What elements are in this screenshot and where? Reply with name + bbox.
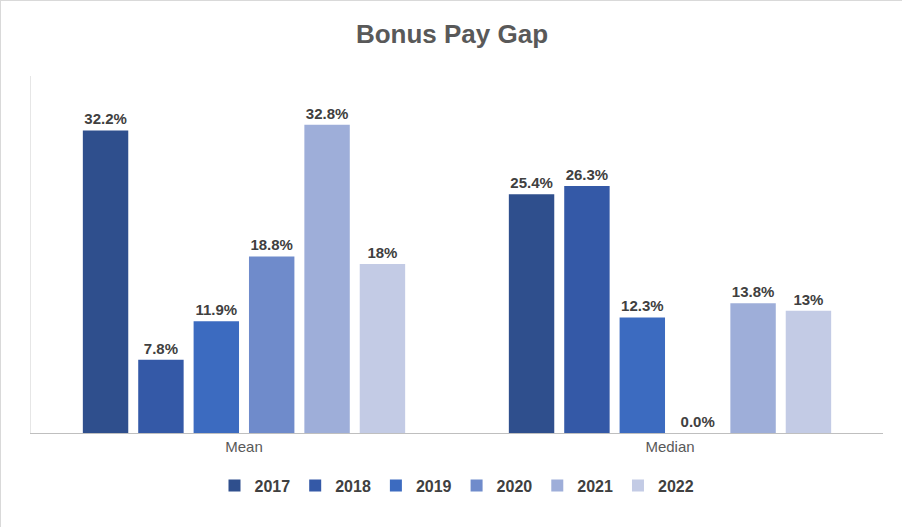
svg-text:0.0%: 0.0% bbox=[681, 413, 715, 430]
svg-text:2018: 2018 bbox=[335, 478, 371, 495]
svg-text:32.8%: 32.8% bbox=[306, 105, 349, 122]
svg-text:2019: 2019 bbox=[416, 478, 452, 495]
svg-text:13.8%: 13.8% bbox=[732, 283, 775, 300]
svg-text:32.2%: 32.2% bbox=[84, 110, 127, 127]
svg-text:13%: 13% bbox=[793, 291, 823, 308]
svg-text:18.8%: 18.8% bbox=[250, 236, 293, 253]
svg-text:Median: Median bbox=[645, 438, 694, 455]
svg-text:Mean: Mean bbox=[225, 438, 263, 455]
svg-text:11.9%: 11.9% bbox=[195, 301, 237, 318]
svg-text:25.4%: 25.4% bbox=[510, 174, 553, 191]
svg-text:18%: 18% bbox=[367, 244, 397, 261]
svg-text:Bonus Pay Gap: Bonus Pay Gap bbox=[356, 19, 548, 49]
svg-text:2022: 2022 bbox=[658, 478, 694, 495]
svg-text:2017: 2017 bbox=[255, 478, 291, 495]
svg-text:12.3%: 12.3% bbox=[621, 297, 664, 314]
svg-text:26.3%: 26.3% bbox=[566, 166, 609, 183]
svg-text:2021: 2021 bbox=[577, 478, 613, 495]
svg-text:2020: 2020 bbox=[497, 478, 533, 495]
svg-text:7.8%: 7.8% bbox=[144, 340, 178, 357]
